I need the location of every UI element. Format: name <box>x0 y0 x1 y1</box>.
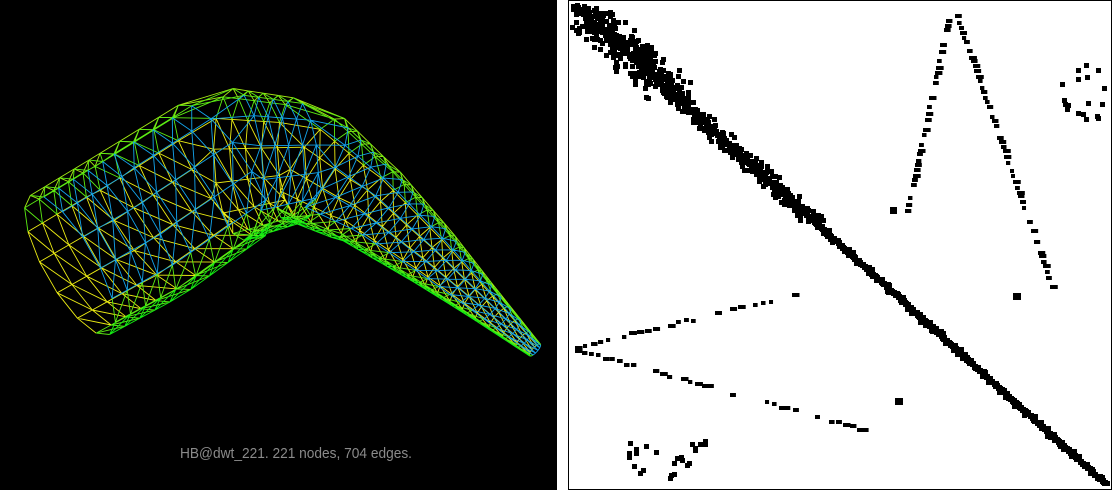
page: HB@dwt_221. 221 nodes, 704 edges. (() =>… <box>0 0 1112 490</box>
graph-caption: HB@dwt_221. 221 nodes, 704 edges. <box>180 445 412 462</box>
graph-panel <box>0 0 557 490</box>
screenshot: HB@dwt_221. 221 nodes, 704 edges. <box>0 0 1112 490</box>
